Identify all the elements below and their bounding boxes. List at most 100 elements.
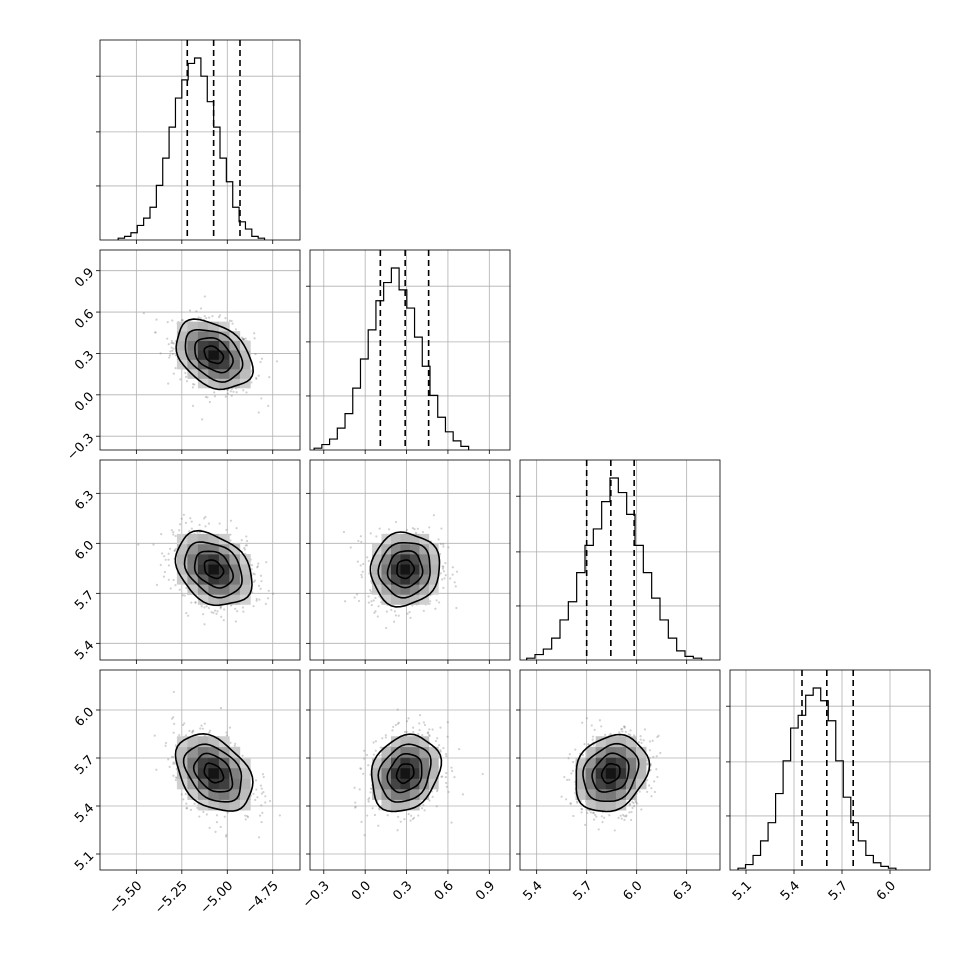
pair-1-2-cell-6-3 (428, 564, 439, 575)
pair-0-3-point-24 (215, 820, 219, 824)
pair-2-3-point-209 (608, 814, 611, 817)
pair-0-1-point-126 (242, 338, 246, 341)
pair-0-2-point-506 (266, 597, 270, 600)
pair-1-3-point-589 (409, 819, 412, 822)
pair-1-3-contour-3 (370, 733, 443, 813)
pair-1-3-point-7 (368, 796, 371, 800)
pair-0-3-point-538 (264, 801, 267, 804)
pair-2-3-point-32 (645, 779, 649, 782)
pair-0-1-point-604 (226, 388, 230, 392)
pair-0-1-cell-2-3 (197, 350, 209, 360)
pair-1-2-cell-0-5 (371, 543, 382, 555)
pair-0-3-point-465 (185, 802, 188, 805)
pair-0-1-point-367 (203, 295, 206, 298)
pair-2-3-point-502 (569, 802, 572, 805)
pair-1-3-cell-5-3 (419, 767, 430, 779)
pair-1-3-cell-1-3 (381, 767, 392, 779)
pair-1-3-point-647 (363, 757, 366, 760)
pair-2-3-point-294 (646, 762, 649, 765)
pair-0-2-cell-1-4 (187, 554, 199, 565)
pair-1-2-cell-3-6 (400, 533, 411, 545)
marginal-panel-0 (96, 39, 301, 244)
pair-1-3-point-40 (373, 813, 376, 817)
pair-0-2-point-404 (204, 525, 207, 528)
pair-2-3-point-192 (655, 755, 658, 758)
pair-1-3-point-471 (417, 732, 420, 736)
pair-0-2-point-380 (223, 608, 226, 611)
pair-0-3-cell-4-2 (218, 778, 230, 790)
pair-0-1-point-648 (184, 371, 187, 375)
pair-1-3-point-308 (371, 807, 374, 810)
pair-panel-0-3 (96, 669, 301, 874)
pair-0-3-cell-4-3 (218, 767, 230, 779)
marginal-3-histogram (737, 687, 897, 870)
pair-1-2-point-25 (375, 535, 378, 538)
pair-0-2-contour-2 (183, 541, 243, 599)
pair-0-2-point-377 (137, 543, 140, 546)
pair-0-1-point-314 (257, 411, 260, 414)
pair-1-2-point-126 (428, 526, 431, 529)
pair-1-2-point-542 (442, 565, 445, 568)
pair-0-2-point-67 (259, 574, 263, 577)
pair-0-2-point-8 (162, 575, 166, 578)
pair-2-3-cell-5-6 (625, 736, 637, 748)
pair-1-2-point-236 (343, 600, 347, 603)
pair-1-2-point-471 (444, 562, 447, 565)
pair-0-2-point-129 (203, 606, 206, 609)
pair-1-2-point-222 (359, 535, 362, 538)
pair-2-3-contour-3 (575, 733, 651, 813)
pair-0-2-point-444 (190, 601, 193, 604)
pair-0-1-point-444 (167, 382, 170, 385)
pair-1-2-cell-2-4 (390, 554, 401, 565)
marginal-panel-1 (306, 249, 511, 454)
pair-0-2-point-465 (216, 610, 219, 613)
pair-0-2-point-180 (229, 539, 232, 542)
pair-0-3-cell-1-5 (187, 746, 199, 758)
pair-1-3-point-211 (417, 814, 420, 817)
pair-0-3-cell-2-3 (197, 767, 209, 779)
pair-0-1-point-418 (159, 352, 162, 355)
pair-0-1-cell-3-1 (208, 369, 220, 379)
pair-0-1-point-219 (171, 352, 174, 356)
pair-0-3-point-344 (182, 798, 185, 801)
pair-1-3-point-174 (407, 812, 410, 816)
pair-2-3-cell-0-1 (575, 789, 586, 800)
pair-1-2-point-554 (370, 603, 373, 607)
pair-2-3-point-64 (592, 811, 595, 815)
pair-1-3-cell-2-6 (390, 736, 401, 748)
pair-1-2-point-18 (355, 593, 359, 596)
pair-0-2-point-430 (187, 614, 190, 617)
pair-0-1-point-200 (211, 315, 214, 318)
pair-0-1-point-319 (184, 375, 188, 378)
pair-1-2-cell-3-5 (400, 543, 411, 555)
pair-1-3-point-84 (396, 722, 400, 725)
pair-0-1-point-308 (218, 315, 221, 319)
pair-1-2-point-120 (454, 585, 457, 588)
pair-0-3-point-29 (170, 755, 174, 758)
pair-0-1-cell-5-3 (229, 350, 241, 360)
marginal-panel-3 (726, 669, 931, 874)
pair-1-2-point-489 (390, 608, 393, 611)
pair-0-2-point-395 (207, 606, 210, 610)
pair-0-1-point-559 (180, 319, 183, 322)
pair-2-3-point-122 (637, 740, 641, 744)
pair-0-2-point-463 (267, 589, 270, 592)
pair-2-3-point-7 (621, 730, 624, 733)
xtick-label-col0-0: −5.50 (107, 878, 146, 917)
ytick-label-row2-1: 5.7 (72, 588, 97, 613)
pair-0-2-point-138 (240, 539, 243, 542)
pair-2-3-frame (519, 669, 721, 871)
xtick-label-col2-3: 6.3 (670, 878, 695, 903)
pair-0-2-cell-2-3 (197, 564, 209, 575)
pair-1-3-point-238 (397, 815, 400, 818)
pair-1-2-point-653 (413, 528, 416, 531)
pair-0-2-point-84 (242, 610, 245, 613)
pair-0-2-point-20 (183, 594, 186, 597)
pair-0-1-cell-1-6 (187, 321, 199, 332)
pair-2-3-point-474 (574, 748, 577, 751)
pair-0-3-cell-3-1 (208, 789, 220, 800)
pair-0-3-cell-4-6 (218, 736, 230, 748)
pair-1-3-cell-0-2 (371, 778, 382, 790)
pair-0-1-cell-5-0 (229, 378, 241, 389)
pair-inner-1-2 (310, 460, 510, 660)
